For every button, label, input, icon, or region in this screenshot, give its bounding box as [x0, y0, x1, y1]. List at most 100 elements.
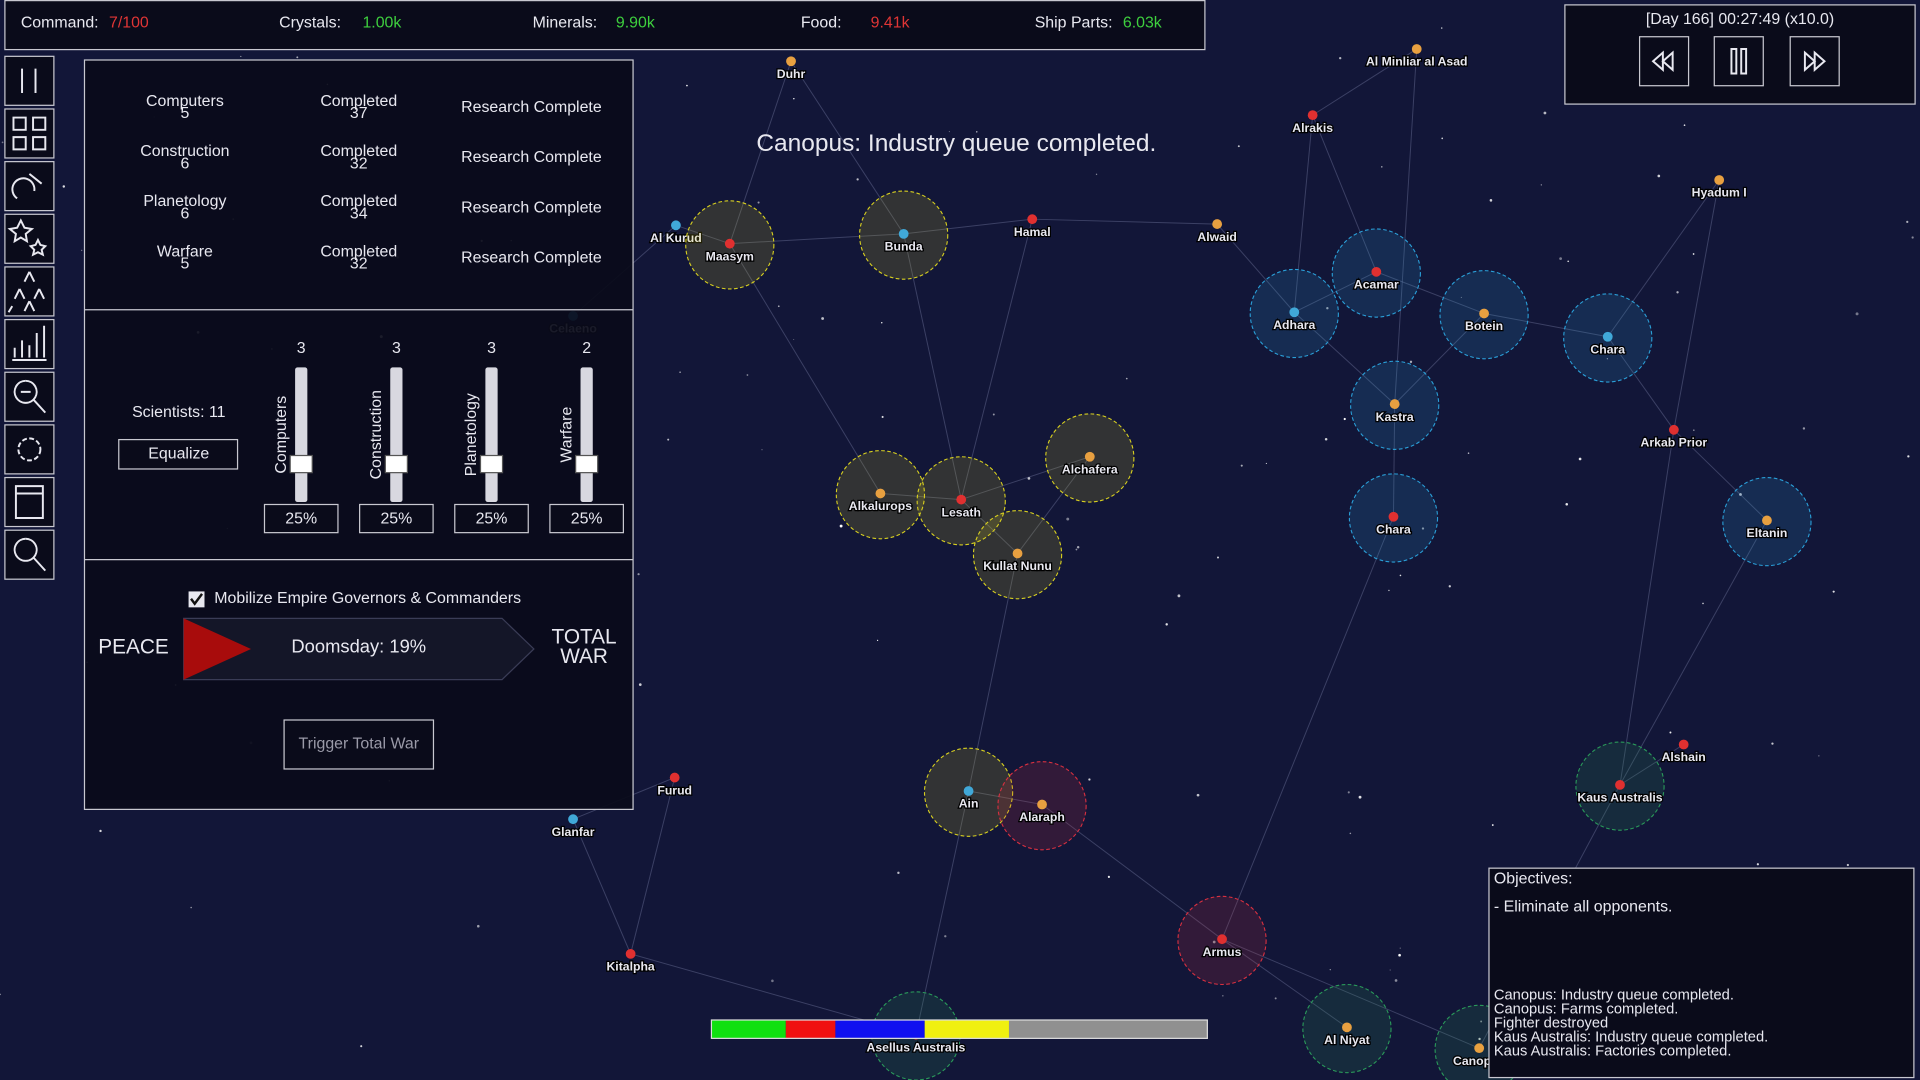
star[interactable] [875, 488, 886, 499]
star-name[interactable]: Al Kurud [649, 230, 703, 246]
star[interactable] [1307, 110, 1318, 120]
star[interactable] [669, 772, 680, 783]
pause-icon[interactable] [1730, 48, 1748, 75]
star-name[interactable]: Kaus Australis [1576, 789, 1664, 805]
star-system[interactable]: Ain [923, 747, 1014, 837]
fast-forward-button[interactable] [1789, 36, 1840, 87]
star-name[interactable]: Kullat Nunu [982, 558, 1053, 574]
rewind-icon[interactable] [1651, 50, 1674, 72]
star-system[interactable]: Glanfar [550, 814, 596, 840]
star-name[interactable]: Eltanin [1745, 525, 1788, 541]
star-system[interactable]: Kaus Australis [1575, 741, 1665, 831]
star-name[interactable]: Bunda [883, 238, 924, 254]
star-system[interactable]: Alkalurops [835, 450, 926, 540]
star[interactable] [1027, 214, 1038, 225]
star[interactable] [1342, 1022, 1352, 1033]
star-name[interactable]: Lesath [940, 504, 982, 520]
trigger-button[interactable]: Trigger Total War [283, 719, 435, 770]
star-name[interactable]: Alkalurops [848, 498, 914, 514]
star-name[interactable]: Chara [1589, 341, 1626, 357]
pause-button[interactable] [1713, 36, 1764, 87]
star-name[interactable]: Alwaid [1196, 229, 1238, 245]
rewind-button[interactable] [1638, 36, 1690, 87]
star-system[interactable]: Alaraph [997, 761, 1087, 851]
star-name[interactable]: Hamal [1013, 224, 1052, 240]
star[interactable] [1762, 515, 1772, 526]
star[interactable] [1084, 451, 1095, 462]
button-label[interactable]: Trigger Total War [299, 736, 420, 753]
star[interactable] [1678, 739, 1689, 750]
star-system[interactable]: Chara [1348, 473, 1439, 563]
button-frame[interactable] [1713, 36, 1764, 87]
star[interactable] [1602, 331, 1613, 342]
star-system[interactable]: Lesath [916, 456, 1006, 546]
tool-zoom-out[interactable] [4, 371, 55, 422]
star-system[interactable]: Alchafera [1045, 413, 1135, 503]
star-name[interactable]: Glanfar [550, 824, 596, 840]
star-name[interactable]: Botein [1464, 318, 1505, 334]
mobilize-checkbox[interactable] [188, 591, 205, 608]
star-system[interactable]: Eltanin [1722, 476, 1812, 567]
slider-handle[interactable] [575, 454, 599, 474]
star-name[interactable]: Hyadum I [1690, 184, 1748, 200]
slider-handle[interactable] [384, 454, 409, 474]
star-name[interactable]: Al Niyat [1323, 1032, 1371, 1048]
star-name[interactable]: Alrakis [1291, 120, 1334, 136]
star-name[interactable]: Adhara [1272, 317, 1317, 333]
equalize-button[interactable]: Equalize [118, 438, 239, 470]
star-name[interactable]: Asellus Australis [865, 1039, 966, 1055]
star-system[interactable]: Armus [1177, 895, 1267, 986]
star-system[interactable]: Adhara [1249, 268, 1339, 359]
star-name[interactable]: Maasym [704, 248, 755, 264]
star-system[interactable]: Bunda [859, 190, 949, 280]
star[interactable] [724, 238, 735, 249]
star-system[interactable]: Chara [1563, 293, 1653, 383]
star-system[interactable]: Kitalpha [605, 948, 656, 975]
checkmark[interactable] [190, 593, 204, 606]
tool-search[interactable] [4, 529, 55, 580]
star-name[interactable]: Kitalpha [605, 958, 656, 974]
star[interactable] [1212, 219, 1223, 229]
tool-stars[interactable] [4, 213, 55, 264]
star-system[interactable]: Botein [1439, 270, 1529, 360]
star-system[interactable]: Al Minliar al Asad [1365, 44, 1469, 70]
star[interactable] [786, 56, 796, 67]
star-name[interactable]: Kastra [1374, 409, 1415, 425]
button-label[interactable]: Equalize [148, 445, 209, 462]
star[interactable] [1474, 1043, 1485, 1054]
star-system[interactable]: Hyadum I [1690, 175, 1748, 201]
star-name[interactable]: Ain [957, 795, 979, 811]
star-name[interactable]: Alchafera [1061, 461, 1119, 477]
fast-forward-icon[interactable] [1803, 50, 1826, 72]
star-system[interactable]: Arkab Prior [1639, 424, 1709, 451]
tool-pause[interactable] [4, 55, 55, 106]
star-system[interactable]: Hamal [1013, 214, 1052, 240]
star[interactable] [1479, 308, 1489, 319]
star[interactable] [1217, 934, 1227, 945]
star-system[interactable]: Kastra [1350, 360, 1440, 450]
star-system[interactable]: Al Niyat [1302, 983, 1392, 1074]
star[interactable] [671, 220, 681, 231]
star-name[interactable]: Duhr [776, 66, 807, 82]
star[interactable] [1037, 799, 1047, 810]
star[interactable] [1411, 44, 1422, 54]
button-frame[interactable] [118, 438, 239, 470]
star[interactable] [1668, 424, 1679, 435]
tool-stats[interactable] [4, 318, 55, 370]
star-system[interactable]: Alwaid [1196, 219, 1238, 245]
star[interactable] [1615, 780, 1625, 790]
star[interactable] [898, 228, 909, 239]
tool-fleets[interactable] [4, 266, 55, 317]
tool-empire[interactable] [4, 108, 55, 159]
star[interactable] [1714, 175, 1725, 185]
star-system[interactable]: Al Kurud [649, 220, 703, 246]
star-name[interactable]: Acamar [1353, 276, 1401, 292]
star-name[interactable]: Alshain [1660, 749, 1707, 765]
slider-handle[interactable] [479, 454, 504, 474]
star-name[interactable]: Furud [656, 782, 693, 798]
star[interactable] [1371, 266, 1382, 277]
star[interactable] [568, 814, 578, 825]
star[interactable] [625, 948, 636, 959]
star[interactable] [1388, 511, 1399, 522]
star-system[interactable]: Acamar [1331, 228, 1421, 318]
